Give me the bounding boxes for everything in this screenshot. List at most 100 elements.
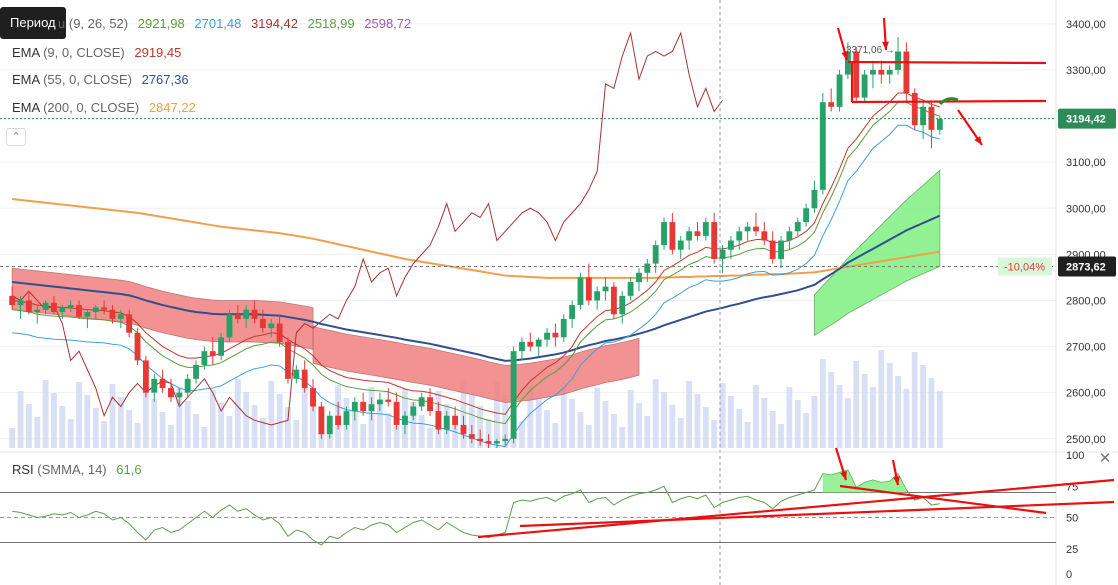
volume-bar xyxy=(661,392,667,448)
candle-body xyxy=(76,305,82,317)
legend-rsi[interactable]: RSI (SMMA, 14) 61,6 xyxy=(12,462,142,477)
candle-body xyxy=(903,51,910,93)
volume-bar xyxy=(285,407,291,448)
candle-body xyxy=(669,222,676,250)
volume-bar xyxy=(209,390,216,448)
volume-bar xyxy=(677,418,684,448)
volume-bar xyxy=(911,352,918,448)
candle-body xyxy=(702,222,709,236)
volume-bar xyxy=(878,350,885,448)
volume-bar xyxy=(109,384,116,448)
candle-body xyxy=(585,277,592,301)
volume-bar xyxy=(552,423,559,448)
close-icon[interactable]: ✕ xyxy=(1098,450,1112,467)
candle-body xyxy=(126,314,133,333)
ema55-line xyxy=(12,214,941,362)
volume-bar xyxy=(711,420,718,448)
candle-body xyxy=(920,106,927,126)
legend-ema55[interactable]: EMA (55, 0, CLOSE) 2767,36 xyxy=(12,72,189,87)
candle-body xyxy=(251,309,258,319)
volume-bar xyxy=(234,379,241,448)
candle-body xyxy=(552,332,559,338)
tenkan-line xyxy=(12,101,940,425)
volume-bar xyxy=(376,400,383,448)
candle-body xyxy=(477,438,484,442)
legend-ema200-params: (200, 0, CLOSE) xyxy=(43,100,140,115)
candle-body xyxy=(117,314,124,319)
candle-body xyxy=(67,305,74,308)
volume-bar xyxy=(727,396,734,448)
volume-bar xyxy=(126,410,133,448)
price-tick: 3100,00 xyxy=(1066,157,1106,169)
volume-bar xyxy=(794,400,801,448)
volume-bar xyxy=(142,386,149,448)
collapse-legend-button[interactable]: ⌃ xyxy=(6,128,26,146)
volume-bar xyxy=(853,361,860,448)
pct-badge-bg xyxy=(998,257,1052,276)
candle-body xyxy=(895,51,901,70)
current-price-badge xyxy=(1058,108,1116,129)
candle-body xyxy=(853,51,860,98)
legend-ichimoku-v2: 2701,48 xyxy=(194,16,242,31)
volume-bar xyxy=(301,383,308,448)
volume-bar xyxy=(176,388,183,448)
legend-ichimoku-v4: 2518,99 xyxy=(307,16,355,31)
candle-body xyxy=(234,314,241,319)
price-tick: 3000,00 xyxy=(1066,203,1106,215)
candle-body xyxy=(936,118,943,130)
volume-bar xyxy=(778,424,784,448)
candle-body xyxy=(42,302,49,310)
volume-bar xyxy=(76,382,82,448)
candle-body xyxy=(928,106,935,130)
candle-body xyxy=(218,337,225,356)
volume-bar xyxy=(861,374,868,448)
kumo-bull xyxy=(814,169,941,337)
candle-body xyxy=(502,438,509,442)
volume-bar xyxy=(694,394,701,448)
candle-body xyxy=(151,378,158,393)
candle-body xyxy=(794,222,801,232)
legend-ichimoku[interactable]: u (9, 26, 52) 2921,98 2701,48 3194,42 25… xyxy=(58,16,411,31)
candle-body xyxy=(326,415,333,435)
candle-body xyxy=(527,341,534,347)
candle-body xyxy=(493,441,500,444)
price-tick: 2800,00 xyxy=(1066,295,1106,307)
candle-body xyxy=(418,397,425,407)
high-marker: 3371,06 → xyxy=(846,45,895,56)
candle-body xyxy=(694,231,701,236)
candle-body xyxy=(268,323,275,329)
candle-body xyxy=(9,295,16,306)
annotation-rsi-arrow-1-head xyxy=(840,471,847,480)
candle-body xyxy=(209,351,216,356)
volume-bar xyxy=(886,363,893,448)
volume-bar xyxy=(351,411,358,448)
legend-rsi-params: (SMMA, 14) xyxy=(37,462,107,477)
legend-ema55-value: 2767,36 xyxy=(141,72,189,87)
volume-bar xyxy=(9,428,16,448)
volume-bar xyxy=(468,393,475,448)
candle-body xyxy=(886,69,893,75)
legend-ichimoku-params: (9, 26, 52) xyxy=(68,16,129,31)
annotation-green-mark xyxy=(938,97,959,106)
volume-bar xyxy=(895,376,901,448)
volume-bar xyxy=(193,414,199,448)
candle-body xyxy=(761,231,768,241)
legend-ema9[interactable]: EMA (9, 0, CLOSE) 2919,45 xyxy=(12,45,181,60)
candle-body xyxy=(569,305,576,319)
volume-bar xyxy=(84,395,91,448)
candle-body xyxy=(376,399,383,405)
candle-body xyxy=(59,307,66,312)
legend-ema200[interactable]: EMA (200, 0, CLOSE) 2847,22 xyxy=(12,100,196,115)
volume-bar xyxy=(819,359,826,448)
candle-body xyxy=(226,314,233,338)
legend-ema9-name: EMA xyxy=(12,45,40,60)
candle-body xyxy=(393,401,400,425)
legend-ichimoku-v3: 3194,42 xyxy=(251,16,298,31)
volume-bar xyxy=(410,402,417,448)
candle-body xyxy=(870,69,876,75)
annotation-resistance-line xyxy=(847,60,1047,65)
annotation-rsi-trend-3 xyxy=(839,484,1047,515)
annotation-rsi-arrow-2-head xyxy=(892,476,900,485)
